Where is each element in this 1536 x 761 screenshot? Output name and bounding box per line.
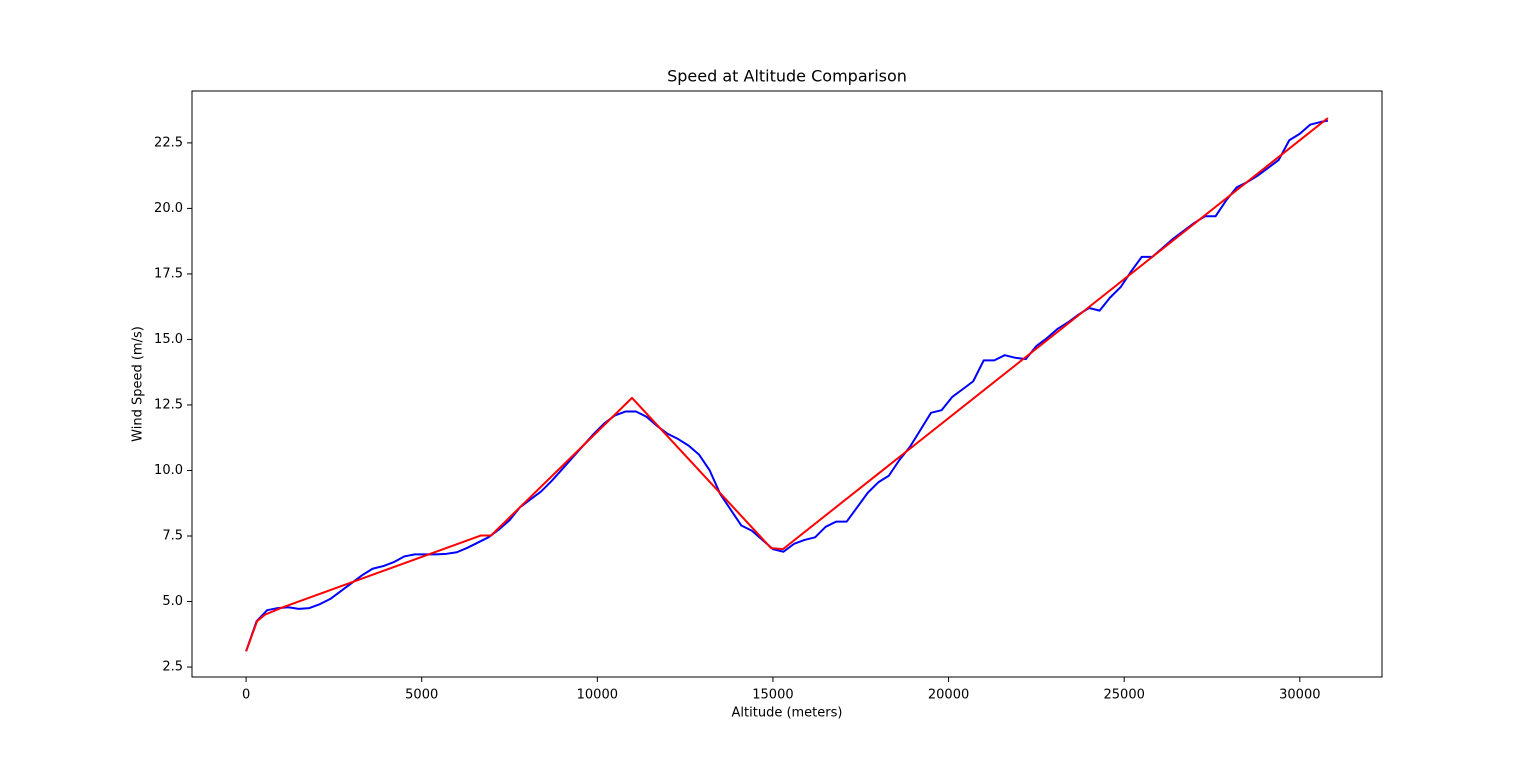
y-tick-label: 20.0 (154, 201, 183, 216)
y-axis-label: Wind Speed (m/s) (131, 326, 146, 442)
y-tick-label: 22.5 (154, 135, 183, 150)
y-tick-label: 12.5 (154, 397, 183, 412)
x-tick-label: 10000 (577, 688, 618, 703)
x-tick-label: 5000 (405, 688, 438, 703)
x-tick-label: 25000 (1104, 688, 1145, 703)
y-tick-label: 17.5 (154, 266, 183, 281)
y-tick-label: 2.5 (162, 660, 183, 675)
x-tick-label: 30000 (1279, 688, 1320, 703)
plot-frame (191, 90, 1383, 678)
chart-title: Speed at Altitude Comparison (667, 67, 907, 86)
line-series (245, 117, 1329, 652)
x-tick-label: 20000 (928, 688, 969, 703)
y-tick-label: 10.0 (154, 463, 183, 478)
x-tick-label: 0 (242, 688, 250, 703)
y-tick-label: 15.0 (154, 332, 183, 347)
x-axis-label: Altitude (meters) (732, 706, 843, 721)
x-tick-label: 15000 (752, 688, 793, 703)
y-tick-label: 7.5 (162, 529, 183, 544)
y-tick-label: 5.0 (162, 594, 183, 609)
